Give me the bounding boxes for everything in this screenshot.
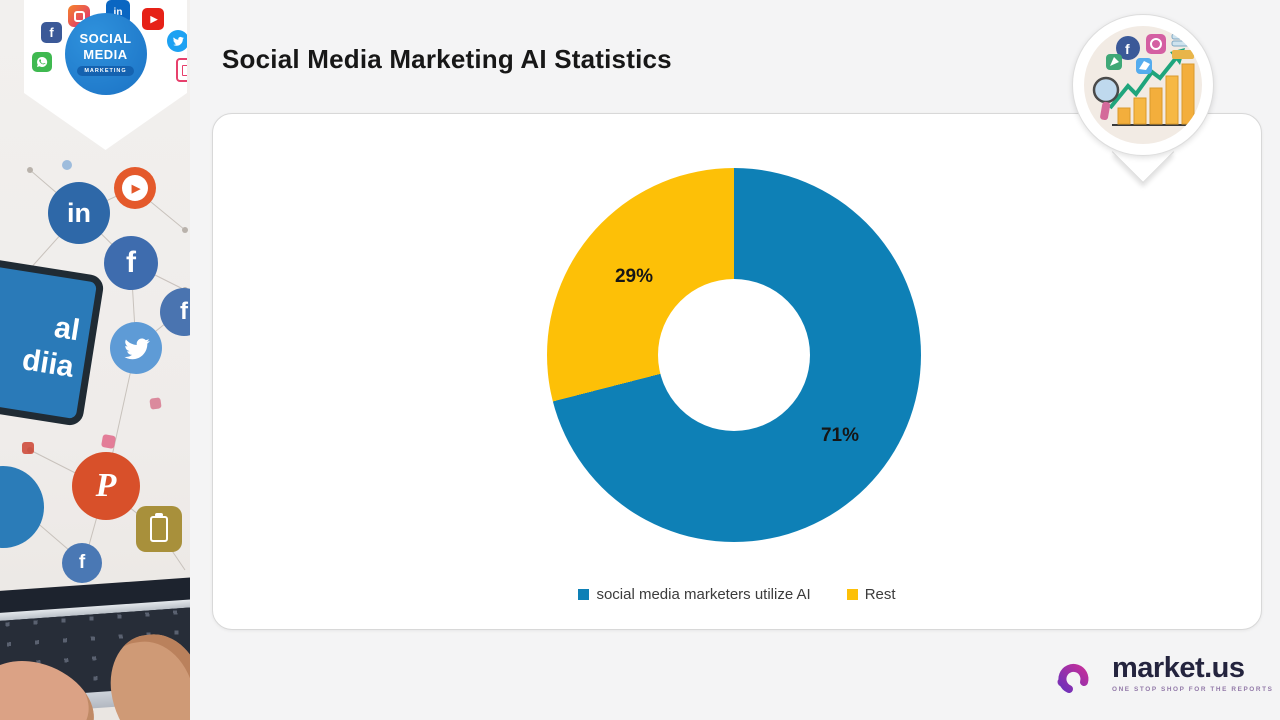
chart-legend: social media marketers utilize AI Rest	[213, 586, 1261, 603]
phone-icon	[176, 58, 187, 82]
twitter-icon	[167, 30, 187, 52]
play-icon: ▶	[122, 175, 148, 201]
magnifier-icon	[1092, 76, 1120, 121]
facebook-icon: f	[62, 543, 102, 583]
legend-label: Rest	[864, 586, 896, 603]
sign-text-line2: diia	[19, 343, 77, 384]
app-chip-icon	[100, 433, 117, 450]
app-chip-icon	[22, 442, 34, 454]
facebook-icon: f	[104, 236, 158, 290]
badge-pill: MARKETING	[77, 65, 134, 76]
clipboard-icon	[136, 506, 182, 552]
browser-icon	[1106, 54, 1122, 70]
marketus-logo-icon	[1057, 663, 1104, 693]
twitter-icon	[110, 322, 162, 374]
social-media-marketing-badge: SOCIAL MEDIA MARKETING	[64, 13, 147, 95]
legend-swatch-yellow	[846, 589, 858, 600]
slice-label-utilize-ai: 71%	[820, 425, 860, 446]
linkedin-glyph: in	[67, 197, 91, 228]
facebook-icon: f	[1116, 36, 1140, 60]
page-title: Social Media Marketing AI Statistics	[222, 44, 672, 74]
whatsapp-icon	[32, 52, 52, 72]
bar-chart-icon	[1117, 63, 1195, 125]
svg-text:f: f	[1125, 41, 1130, 57]
slice-label-rest: 29%	[614, 266, 654, 287]
sidebar-photo-collage: in ▶ f f al diia P f	[0, 0, 190, 720]
instagram-icon	[1146, 34, 1166, 54]
facebook-icon: f	[41, 22, 62, 43]
app-chip-icon	[62, 160, 72, 170]
legend-label: social media marketers utilize AI	[596, 586, 811, 603]
brand-tagline: ONE STOP SHOP FOR THE REPORTS	[1112, 685, 1274, 693]
badge-line1: SOCIAL	[79, 31, 132, 47]
growth-illustration: f	[1084, 26, 1202, 144]
badge-line2: MEDIA	[83, 46, 128, 62]
legend-item-utilize-ai: social media marketers utilize AI	[578, 586, 811, 603]
map-pin-logo: f	[1072, 14, 1214, 194]
marketus-logo: market.us ONE STOP SHOP FOR THE REPORTS	[1056, 648, 1273, 698]
chart-card: 29% 71% social media marketers utilize A…	[212, 113, 1262, 630]
linkedin-icon: in	[48, 182, 110, 244]
social-media-marketing-banner: f in ▶ SOCIAL MEDIA MARKETING	[24, 0, 187, 150]
donut-hole	[658, 279, 810, 431]
youtube-icon: ▶	[142, 8, 164, 30]
donut-chart	[547, 168, 921, 542]
app-chip-icon	[149, 397, 162, 410]
laptop-photo	[0, 572, 190, 720]
twitter-icon	[1136, 58, 1152, 74]
sign-text-line1: al	[52, 310, 82, 347]
pinterest-icon: P	[72, 452, 140, 520]
legend-swatch-blue	[578, 589, 590, 600]
brand-name: market.us	[1112, 651, 1245, 684]
legend-item-rest: Rest	[846, 586, 896, 603]
youtube-icon: ▶	[114, 167, 156, 209]
